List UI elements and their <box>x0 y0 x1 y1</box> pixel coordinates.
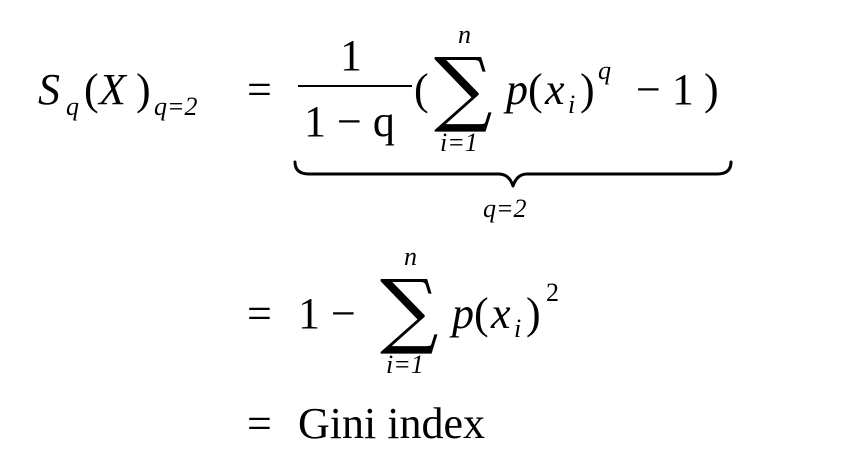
equals-sign-3: = <box>247 399 272 448</box>
subscript-i-2: i <box>514 314 522 343</box>
sum-lower-limit: i=1 <box>440 128 478 157</box>
sum-upper-limit: n <box>458 20 471 49</box>
summation-symbol-2: ∑ <box>380 263 439 358</box>
fraction-numerator: 1 <box>340 31 362 80</box>
open-paren: ( <box>414 65 429 114</box>
subscript-i: i <box>568 90 576 119</box>
close-paren: ) <box>704 65 719 114</box>
symbol-p: p <box>506 65 528 114</box>
subscript-q: q <box>66 92 79 121</box>
right-paren: ) <box>136 65 151 114</box>
underbrace <box>293 160 733 188</box>
minus-one: − 1 <box>636 65 694 114</box>
left-paren: ( <box>84 65 99 114</box>
fraction-denominator: 1 − q <box>304 97 395 146</box>
exponent-two: 2 <box>546 278 559 307</box>
underbrace-label: q=2 <box>483 194 527 223</box>
p-right-paren-2: ) <box>526 289 541 338</box>
gini-index-text: Gini index <box>298 399 485 448</box>
p-left-paren-2: ( <box>474 289 489 338</box>
fraction-bar <box>298 85 412 87</box>
p-right-paren: ) <box>580 65 595 114</box>
equals-sign-2: = <box>247 289 272 338</box>
exponent-q: q <box>598 56 611 85</box>
sum-upper-limit-2: n <box>404 242 417 271</box>
p-left-paren: ( <box>528 65 543 114</box>
symbol-x-2: x <box>491 289 511 338</box>
symbol-S: S <box>38 65 60 114</box>
symbol-X: X <box>99 65 126 114</box>
symbol-p-2: p <box>452 289 474 338</box>
subscript-q-equals-2: q=2 <box>154 92 198 121</box>
symbol-x: x <box>545 65 565 114</box>
sum-lower-limit-2: i=1 <box>386 350 424 379</box>
summation-symbol: ∑ <box>434 41 493 136</box>
equals-sign: = <box>247 65 272 114</box>
one-minus: 1 − <box>298 289 356 338</box>
